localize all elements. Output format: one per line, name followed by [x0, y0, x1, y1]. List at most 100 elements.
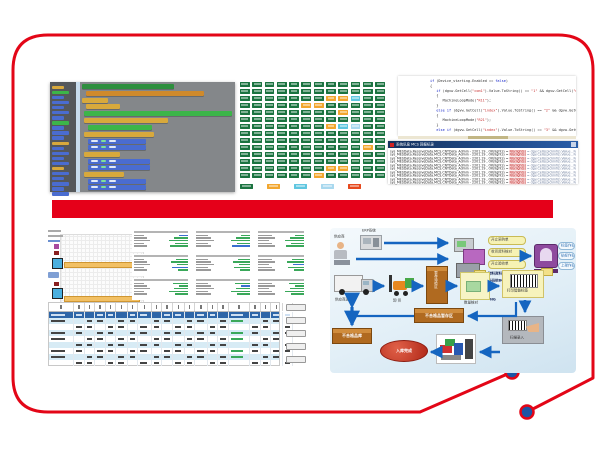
group-label-dash	[258, 287, 269, 290]
status-cell	[375, 103, 385, 108]
note-line	[48, 235, 63, 237]
status-cell	[276, 159, 287, 164]
group-value-dash	[239, 263, 250, 266]
group-value-dash	[285, 239, 304, 242]
status-cell	[276, 173, 287, 178]
table-cell	[106, 354, 116, 360]
status-cell	[313, 159, 324, 164]
group-row	[132, 234, 190, 238]
code-block	[88, 159, 150, 164]
log-window-icon	[390, 142, 394, 147]
table-cell	[138, 324, 152, 330]
group-value-dash	[172, 266, 188, 269]
table-cell	[128, 324, 138, 330]
table-cell	[208, 342, 218, 348]
table-cell	[162, 342, 173, 348]
group-row	[194, 242, 252, 246]
group-row	[194, 282, 252, 286]
value-group	[256, 254, 306, 276]
table-cell	[283, 360, 293, 366]
table-cell	[116, 354, 128, 360]
group-value-dash	[291, 242, 304, 245]
screenshot-block-editor	[50, 82, 235, 196]
group-value-dash	[179, 234, 188, 237]
status-cell	[301, 166, 312, 171]
table-cell	[195, 354, 208, 360]
status-cell	[375, 166, 385, 171]
group-value-dash	[237, 242, 250, 245]
palette-block	[52, 116, 64, 120]
table-cell	[74, 354, 85, 360]
table-cell	[106, 318, 116, 324]
table-cell	[185, 324, 195, 330]
group-value-dash	[234, 266, 250, 269]
group-row	[256, 234, 306, 238]
status-cell	[362, 82, 373, 87]
code-block	[82, 84, 174, 89]
status-cell	[252, 117, 263, 122]
log-row: sys_MESData.ReceiveData.MCS.CNTData_Admi…	[390, 153, 576, 157]
group-label-dash	[196, 237, 211, 239]
table-row	[49, 312, 293, 318]
group-value-dash	[293, 263, 304, 266]
done-ellipse: 入库完成	[380, 340, 428, 362]
table-cell	[173, 318, 185, 324]
status-cell	[362, 166, 373, 171]
group-label-dash	[258, 285, 275, 287]
status-cell	[362, 103, 373, 108]
table-cell	[138, 360, 152, 366]
status-cell	[264, 138, 275, 143]
group-row	[256, 290, 306, 294]
table-cell	[250, 360, 261, 366]
table-cell	[152, 360, 162, 366]
table-header-cell	[152, 303, 162, 311]
status-cell	[252, 145, 263, 150]
status-cell	[301, 117, 312, 122]
table-cell	[173, 354, 185, 360]
table-cell	[128, 336, 138, 342]
group-label-dash	[134, 266, 144, 269]
side-button	[286, 317, 306, 324]
status-cell	[252, 138, 263, 143]
group-label-dash	[258, 237, 275, 239]
status-cell	[252, 152, 263, 157]
group-value-dash	[170, 245, 188, 247]
status-cell	[264, 166, 275, 171]
status-cell	[375, 131, 385, 136]
table-cell	[195, 360, 208, 366]
side-button	[286, 330, 306, 337]
forklift-icon	[387, 274, 415, 298]
note-line	[48, 240, 60, 242]
label-truck: 供应商送货	[335, 297, 353, 302]
status-cell	[362, 159, 373, 164]
table-cell	[106, 336, 116, 342]
table-cell	[185, 318, 195, 324]
note-line	[48, 230, 61, 232]
status-cell	[313, 89, 324, 94]
palette-block	[52, 151, 69, 156]
group-row	[132, 290, 190, 294]
table-cell	[229, 354, 250, 360]
table-header-cell	[138, 303, 152, 311]
status-cell	[240, 110, 250, 115]
status-cell	[289, 89, 299, 94]
status-cell	[362, 173, 373, 178]
group-row	[256, 269, 306, 272]
table-cell	[116, 348, 128, 354]
label-barcode-gen: 条码依BOX生成	[488, 278, 514, 283]
status-cell	[362, 124, 373, 129]
status-cell	[276, 138, 287, 143]
table-cell	[250, 336, 261, 342]
table-cell	[74, 312, 85, 318]
status-cell	[289, 124, 299, 129]
group-row	[194, 290, 252, 294]
status-cell	[264, 124, 275, 129]
table-cell	[271, 354, 283, 360]
table-cell	[74, 324, 85, 330]
code-block	[88, 165, 150, 170]
status-cell	[326, 166, 336, 171]
group-row	[256, 293, 306, 296]
table-cell	[261, 336, 271, 342]
